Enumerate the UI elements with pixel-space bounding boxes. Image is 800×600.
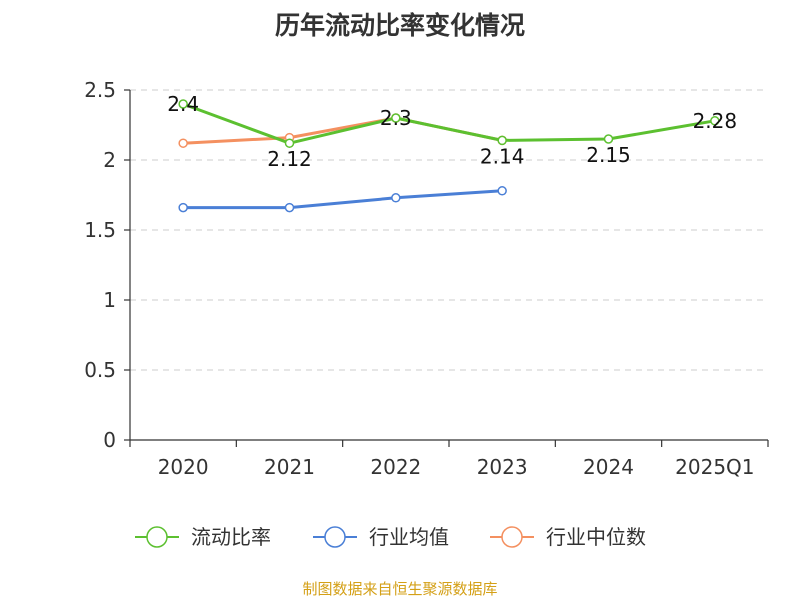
data-label: 2.28 [693, 109, 738, 133]
x-tick-label: 2022 [370, 455, 421, 479]
series-line [183, 189, 503, 210]
data-label: 2.14 [480, 144, 525, 168]
y-tick-label: 1.5 [84, 218, 116, 242]
data-point [391, 193, 401, 203]
legend-swatch-marker [501, 526, 523, 548]
x-tick-label: 2025Q1 [675, 455, 754, 479]
data-source-note: 制图数据来自恒生聚源数据库 [302, 580, 498, 598]
y-tick-label: 1 [103, 288, 116, 312]
x-tick-label: 2021 [264, 455, 315, 479]
legend-label: 行业均值 [369, 525, 449, 549]
data-point [178, 99, 188, 109]
data-point [178, 202, 188, 213]
series-line [182, 102, 716, 145]
x-tick-label: 2023 [477, 455, 528, 479]
legend-swatch-marker [324, 526, 346, 548]
legend-swatch-marker [146, 526, 168, 548]
data-point [497, 135, 507, 146]
data-label: 2.12 [267, 147, 312, 171]
data-point [497, 186, 507, 196]
legend-label: 行业中位数 [546, 525, 646, 549]
data-label: 2.4 [167, 92, 199, 116]
y-tick-label: 0.5 [84, 358, 116, 382]
x-tick-label: 2024 [583, 455, 634, 479]
data-point [284, 202, 295, 213]
data-point [284, 138, 295, 148]
x-tick-label: 2020 [158, 455, 209, 479]
chart-title: 历年流动比率变化情况 [274, 11, 525, 40]
y-tick-label: 0 [103, 428, 116, 452]
y-tick-label: 2.5 [84, 78, 116, 102]
data-point [710, 116, 720, 126]
data-point [391, 113, 401, 123]
data-point [603, 134, 614, 144]
data-label: 2.15 [586, 143, 631, 167]
data-point [178, 138, 188, 148]
y-tick-label: 2 [103, 148, 116, 172]
data-label: 2.3 [380, 106, 412, 130]
legend-label: 流动比率 [191, 525, 271, 549]
